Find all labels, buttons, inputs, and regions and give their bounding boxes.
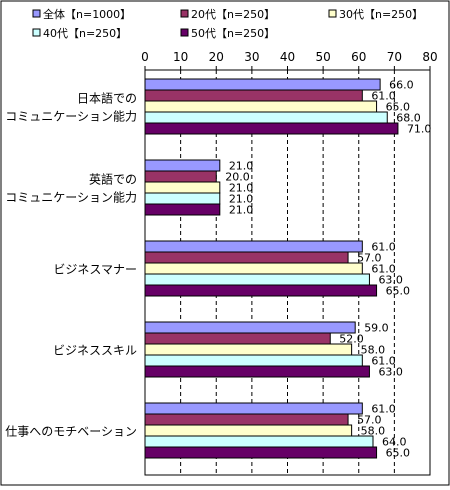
data-label: 63.0 [378,366,403,379]
data-label: 68.0 [396,112,421,125]
data-label: 58.0 [361,344,386,357]
legend-swatch [32,9,41,18]
data-label: 63.0 [378,274,403,287]
legend-swatch [180,9,189,18]
legend-swatch [180,28,189,37]
data-label: 71.0 [407,123,432,136]
x-tick-label: 60 [351,50,366,64]
category-label: 英語での [89,172,137,187]
bar [144,413,349,426]
bar [144,159,221,172]
x-tick-label: 40 [280,50,295,64]
bar [144,262,363,275]
x-tick-label: 30 [244,50,259,64]
x-tick-label: 20 [209,50,224,64]
data-label: 65.0 [386,285,411,298]
data-label: 52.0 [339,333,364,346]
data-label: 59.0 [364,322,389,335]
bar [144,343,353,356]
data-label: 64.0 [382,436,407,449]
bar [144,332,331,345]
x-tick-label: 80 [422,50,437,64]
bar [144,251,349,264]
data-label: 57.0 [357,252,382,265]
data-label: 61.0 [371,403,396,416]
x-tick-label: 10 [173,50,188,64]
bar [144,402,363,415]
bar [144,89,363,102]
legend-label: 30代【n=250】 [339,8,423,21]
bar [144,240,363,253]
category-label: コミュニケーション能力 [5,191,137,205]
x-tick-label: 0 [141,50,149,64]
data-label: 66.0 [389,79,414,92]
bar [144,170,217,183]
data-label: 21.0 [229,182,254,195]
bar [144,203,221,216]
x-tick-label: 70 [387,50,402,64]
bar [144,321,356,334]
data-label: 21.0 [229,160,254,173]
data-label: 65.0 [386,447,411,460]
legend-swatch [328,9,337,18]
bar [144,446,378,459]
data-label: 57.0 [357,414,382,427]
bar [144,122,399,135]
category-label: 日本語での [77,91,137,106]
bar [144,192,221,205]
bar [144,100,378,113]
bar [144,273,370,286]
bar [144,435,374,448]
legend-swatch [32,28,41,37]
data-label: 21.0 [229,193,254,206]
data-label: 65.0 [386,101,411,114]
bar [144,354,363,367]
data-label: 20.0 [225,171,250,184]
bar [144,181,221,194]
bar [144,111,388,124]
category-label: ビジネスマナー [53,263,137,277]
data-label: 61.0 [371,355,396,368]
data-label: 61.0 [371,90,396,103]
data-label: 58.0 [361,425,386,438]
category-label: コミュニケーション能力 [5,110,137,124]
legend-label: 50代【n=250】 [191,27,275,40]
legend-label: 20代【n=250】 [191,8,275,21]
data-label: 61.0 [371,263,396,276]
data-label: 21.0 [229,204,254,217]
bar [144,78,381,91]
legend-label: 40代【n=250】 [43,27,127,40]
bar [144,365,370,378]
bar [144,284,378,297]
category-label: 仕事へのモチベーション [5,425,137,439]
legend-label: 全体【n=1000】 [43,7,131,21]
category-label: ビジネススキル [53,344,137,358]
bar [144,424,353,437]
data-label: 61.0 [371,241,396,254]
x-tick-label: 50 [315,50,330,64]
